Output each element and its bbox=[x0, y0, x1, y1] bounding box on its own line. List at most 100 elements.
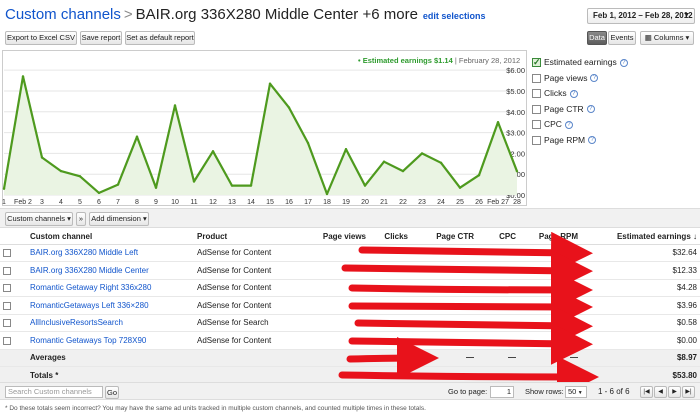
channel-link[interactable]: BAIR.org 336X280 Middle Center bbox=[27, 261, 194, 280]
rows-per-page-select[interactable]: 50 ▼ bbox=[565, 386, 587, 398]
chart-hover-legend: • Estimated earnings $1.14 | February 28… bbox=[358, 56, 520, 65]
totals-label: Totals * bbox=[27, 366, 194, 385]
dimension-bar: Custom channels ▾ » Add dimension ▾ bbox=[0, 208, 700, 228]
export-csv-button[interactable]: Export to Excel CSV bbox=[5, 31, 77, 45]
page-header: Custom channels > BAIR.org 336X280 Middle … bbox=[0, 0, 700, 30]
product-cell: AdSense for Content bbox=[194, 296, 297, 315]
row-checkbox[interactable] bbox=[3, 301, 11, 310]
row-checkbox[interactable] bbox=[3, 336, 11, 345]
column-header-custom-channel[interactable]: Custom channel bbox=[27, 229, 194, 245]
chevron-down-icon: ▼ bbox=[683, 12, 690, 19]
next-page-button[interactable]: ▶ bbox=[668, 386, 681, 398]
metric-label: Page views bbox=[544, 72, 588, 83]
column-header-clicks[interactable]: Clicks bbox=[369, 229, 411, 245]
metric-page-views[interactable]: Page views? bbox=[531, 72, 696, 88]
chart-frame bbox=[2, 50, 527, 206]
legend-separator: | bbox=[454, 56, 457, 65]
goto-page-input[interactable]: 1 bbox=[490, 386, 514, 398]
rows-per-page-value: 50 bbox=[568, 387, 577, 396]
date-range-picker[interactable]: Feb 1, 2012 – Feb 28, 2012 ▼ bbox=[587, 8, 695, 24]
breadcrumb-custom-channels[interactable]: Custom channels bbox=[5, 6, 121, 23]
earnings-cell: $0.00 bbox=[581, 331, 700, 350]
row-checkbox[interactable] bbox=[3, 266, 11, 275]
search-go-button[interactable]: Go bbox=[105, 386, 119, 399]
goto-page-label: Go to page: bbox=[448, 387, 488, 396]
totals-footnote: * Do these totals seem incorrect? You ma… bbox=[5, 405, 426, 412]
averages-cpc: — bbox=[477, 349, 519, 367]
columns-label: Columns bbox=[653, 33, 684, 42]
metric-label: Page CTR bbox=[544, 103, 584, 114]
dimension-dropdown[interactable]: Custom channels ▾ bbox=[5, 212, 73, 226]
show-rows-label: Show rows: bbox=[525, 387, 564, 396]
channel-link[interactable]: AllInclusiveResortsSearch bbox=[27, 314, 194, 332]
channel-link[interactable]: BAIR.org 336X280 Middle Left bbox=[27, 244, 194, 262]
help-icon[interactable]: ? bbox=[619, 58, 628, 67]
date-range-label: Feb 1, 2012 – Feb 28, 2012 bbox=[593, 11, 693, 20]
metric-page-ctr[interactable]: Page CTR? bbox=[531, 103, 696, 119]
data-view-button[interactable]: Data bbox=[587, 31, 607, 45]
row-checkbox[interactable] bbox=[3, 284, 11, 293]
checkbox-page-rpm[interactable] bbox=[532, 135, 541, 145]
add-dimension-label: Add dimension bbox=[91, 214, 141, 223]
averages-ctr: — bbox=[411, 349, 477, 367]
dimension-label: Custom channels bbox=[7, 214, 66, 223]
metric-clicks[interactable]: Clicks? bbox=[531, 87, 696, 103]
last-page-button[interactable]: ▶| bbox=[682, 386, 695, 398]
metric-page-rpm[interactable]: Page RPM? bbox=[531, 134, 696, 150]
set-default-report-button[interactable]: Set as default report bbox=[125, 31, 195, 45]
add-dimension-dropdown[interactable]: Add dimension ▾ bbox=[89, 212, 149, 226]
averages-row: Averages — — — $8.97 bbox=[0, 349, 700, 367]
metric-label: Page RPM bbox=[544, 134, 586, 145]
checkbox-page-views[interactable] bbox=[532, 73, 541, 83]
column-header-cpc[interactable]: CPC bbox=[477, 229, 519, 245]
metric-label: CPC bbox=[544, 119, 562, 129]
first-page-button[interactable]: |◀ bbox=[640, 386, 653, 398]
table-header-row: Custom channel Product Page views Clicks… bbox=[0, 229, 700, 245]
chevron-down-icon: ▾ bbox=[683, 33, 690, 42]
row-checkbox[interactable] bbox=[3, 319, 11, 328]
events-view-button[interactable]: Events bbox=[608, 31, 636, 45]
columns-dropdown[interactable]: ▦ Columns ▾ bbox=[640, 31, 694, 45]
prev-page-button[interactable]: ◀ bbox=[654, 386, 667, 398]
save-report-button[interactable]: Save report bbox=[80, 31, 122, 45]
column-header-page-rpm[interactable]: Page RPM bbox=[519, 229, 581, 245]
more-dimensions-button[interactable]: » bbox=[76, 212, 86, 226]
column-header-product[interactable]: Product bbox=[194, 229, 297, 245]
column-header-estimated-earnings[interactable]: Estimated earnings ↓ bbox=[581, 229, 700, 245]
table-pager: Search Custom channels Go Go to page: 1 … bbox=[0, 382, 700, 400]
product-cell: AdSense for Content bbox=[194, 244, 297, 262]
earnings-cell: $12.33 bbox=[581, 261, 700, 280]
row-checkbox-cell bbox=[0, 296, 27, 315]
product-cell: AdSense for Content bbox=[194, 331, 297, 350]
table-row: Romantic Getaway Right 336x280 AdSense f… bbox=[0, 279, 700, 297]
checkbox-cpc[interactable] bbox=[532, 120, 541, 130]
channel-link[interactable]: Romantic Getaway Right 336x280 bbox=[27, 279, 194, 297]
metric-cpc[interactable]: CPC? bbox=[531, 118, 696, 134]
select-column-header bbox=[0, 229, 27, 245]
checkbox-estimated-earnings[interactable] bbox=[532, 56, 541, 69]
totals-earnings: $53.80 bbox=[581, 366, 700, 385]
metric-estimated-earnings[interactable]: Estimated earnings? bbox=[531, 56, 696, 72]
channel-link[interactable]: RomanticGetaways Left 336×280 bbox=[27, 296, 194, 315]
checkbox-clicks[interactable] bbox=[532, 89, 541, 99]
current-selection: BAIR.org 336X280 Middle Center +6 more bbox=[135, 6, 418, 23]
help-icon[interactable]: ? bbox=[586, 105, 595, 114]
help-icon[interactable]: ? bbox=[564, 120, 573, 129]
help-icon[interactable]: ? bbox=[590, 74, 599, 83]
chevron-down-icon: ▾ bbox=[140, 214, 147, 223]
search-channels-input[interactable]: Search Custom channels bbox=[5, 386, 103, 398]
hover-date: February 28, 2012 bbox=[458, 56, 521, 65]
product-cell: AdSense for Content bbox=[194, 279, 297, 297]
help-icon[interactable]: ? bbox=[588, 136, 597, 145]
column-header-page-ctr[interactable]: Page CTR bbox=[411, 229, 477, 245]
table-row: AllInclusiveResortsSearch AdSense for Se… bbox=[0, 314, 700, 332]
page-title: Custom channels > BAIR.org 336X280 Middle … bbox=[5, 6, 485, 23]
help-icon[interactable]: ? bbox=[569, 89, 578, 98]
column-header-page-views[interactable]: Page views bbox=[297, 229, 369, 245]
channel-link[interactable]: Romantic Getaways Top 728X90 bbox=[27, 331, 194, 350]
chevron-down-icon: ▼ bbox=[576, 390, 583, 396]
earnings-cell: $4.28 bbox=[581, 279, 700, 297]
edit-selections-link[interactable]: edit selections bbox=[422, 11, 486, 21]
checkbox-page-ctr[interactable] bbox=[532, 104, 541, 114]
row-checkbox[interactable] bbox=[3, 249, 11, 258]
